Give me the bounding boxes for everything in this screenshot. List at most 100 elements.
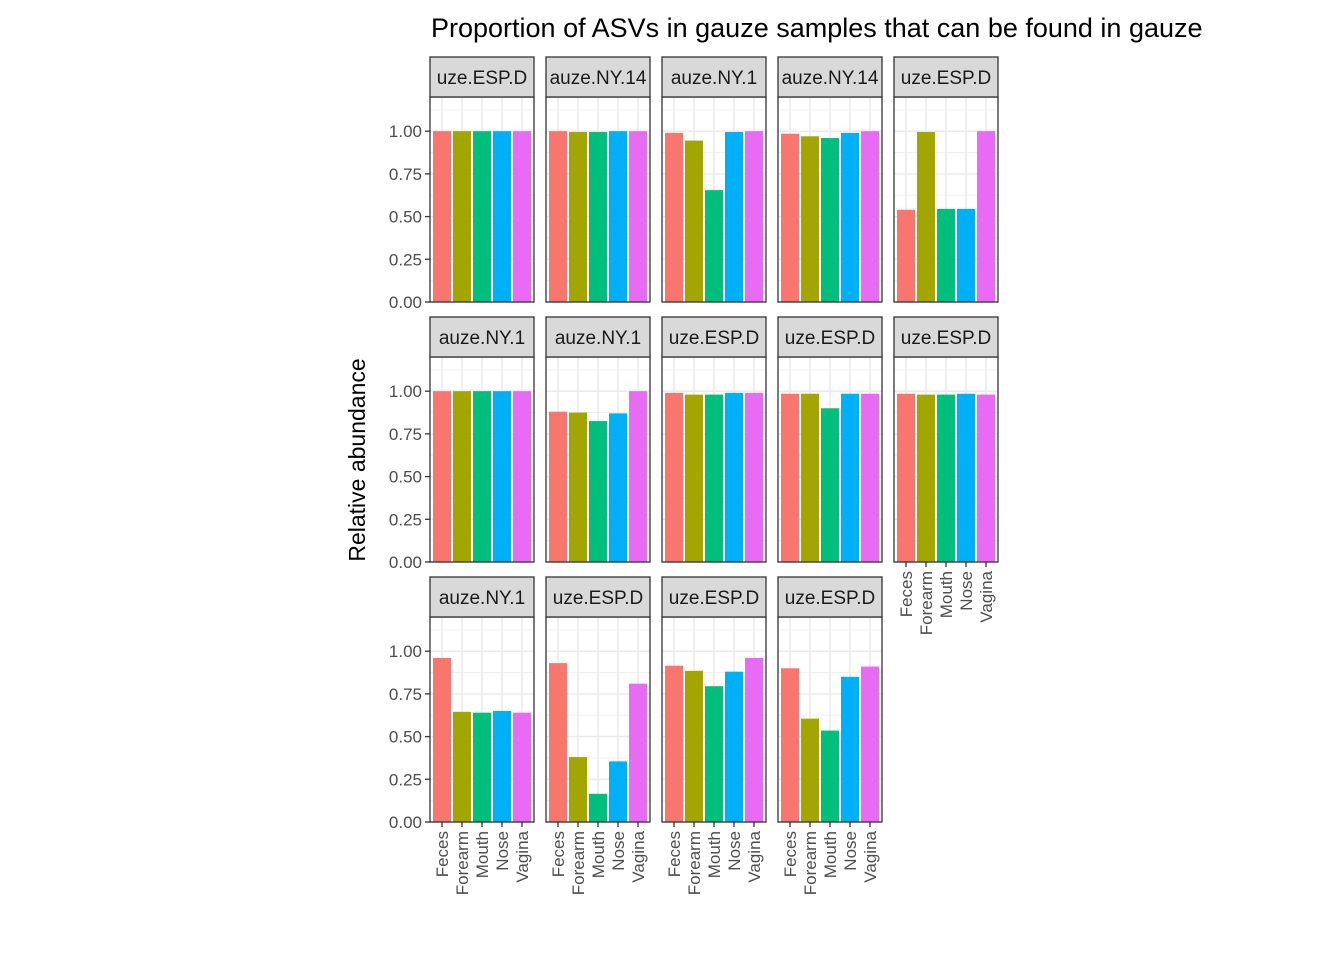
facet-strip-label: auze.NY.1 — [439, 588, 525, 609]
facet-strip-label: uze.ESP.D — [901, 68, 991, 89]
bar-nose — [493, 710, 511, 822]
y-tick-label: 0.25 — [389, 770, 422, 789]
bar-vagina — [629, 391, 647, 562]
facet-strip-label: uze.ESP.D — [901, 328, 991, 349]
bar-nose — [725, 392, 743, 562]
y-axis-label: Relative abundance — [344, 358, 370, 561]
bar-mouth — [821, 138, 839, 302]
facet-strip — [661, 576, 767, 618]
facet-strip — [429, 56, 535, 98]
bar-forearm — [917, 394, 935, 562]
x-tick-label: Nose — [841, 831, 860, 871]
facet-strip-label: auze.NY.1 — [555, 328, 641, 349]
facet-panel: auze.NY.1 — [545, 316, 651, 563]
facet-panel: uze.ESP.D Feces Forearm Mouth Nose Vagina — [777, 576, 883, 895]
facet-panels: uze.ESP.D 0.00 0.25 0.50 0.75 1.00 auze.NY.14 a… — [389, 56, 999, 895]
y-tick-label: 0.00 — [389, 553, 422, 572]
bar-vagina — [861, 131, 879, 302]
bar-forearm — [801, 718, 819, 822]
facet-strip-label: auze.NY.1 — [439, 328, 525, 349]
x-tick-label: Mouth — [705, 831, 724, 878]
bar-feces — [433, 391, 451, 562]
bar-forearm — [453, 131, 471, 302]
bar-nose — [841, 676, 859, 822]
y-tick-label: 0.75 — [389, 165, 422, 184]
bar-forearm — [569, 412, 587, 562]
y-tick-label: 1.00 — [389, 122, 422, 141]
x-tick-label: Mouth — [821, 831, 840, 878]
facet-strip — [545, 316, 651, 358]
bar-vagina — [629, 131, 647, 302]
x-tick-label: Feces — [549, 831, 568, 877]
facet-strip-label: uze.ESP.D — [553, 588, 643, 609]
facet-strip-label: auze.NY.14 — [782, 68, 879, 89]
bar-feces — [897, 393, 915, 562]
bar-mouth — [705, 190, 723, 302]
facet-panel: uze.ESP.D 0.00 0.25 0.50 0.75 1.00 — [389, 56, 535, 312]
bar-nose — [841, 393, 859, 562]
bar-vagina — [513, 131, 531, 302]
facet-strip-label: uze.ESP.D — [785, 328, 875, 349]
y-tick-label: 0.75 — [389, 685, 422, 704]
facet-panel: auze.NY.14 — [777, 56, 883, 303]
facet-strip — [661, 56, 767, 98]
x-tick-label: Forearm — [685, 831, 704, 895]
x-tick-label: Mouth — [937, 571, 956, 618]
facet-panel: uze.ESP.D Feces Forearm Mouth Nose Vagina — [545, 576, 651, 895]
bar-feces — [433, 131, 451, 302]
bar-mouth — [589, 132, 607, 302]
facet-strip-label: uze.ESP.D — [669, 588, 759, 609]
bar-feces — [781, 668, 799, 822]
bar-vagina — [977, 394, 995, 562]
x-tick-label: Mouth — [589, 831, 608, 878]
bar-forearm — [569, 132, 587, 302]
bar-nose — [609, 761, 627, 822]
x-tick-label: Mouth — [473, 831, 492, 878]
facet-strip — [429, 576, 535, 618]
bar-forearm — [801, 393, 819, 562]
bar-mouth — [821, 730, 839, 822]
facet-panel: auze.NY.1 0.00 0.25 0.50 0.75 1.00 Feces Forear… — [389, 576, 535, 895]
bar-feces — [433, 658, 451, 822]
bar-vagina — [745, 392, 763, 562]
x-tick-label: Forearm — [917, 571, 936, 635]
bar-vagina — [745, 131, 763, 302]
y-tick-label: 0.50 — [389, 468, 422, 487]
bar-forearm — [685, 670, 703, 822]
bar-feces — [665, 392, 683, 562]
y-tick-label: 1.00 — [389, 642, 422, 661]
x-tick-label: Vagina — [745, 830, 764, 882]
bar-forearm — [801, 136, 819, 302]
bar-forearm — [685, 140, 703, 302]
y-tick-label: 0.25 — [389, 250, 422, 269]
bar-mouth — [589, 421, 607, 562]
facet-panel: auze.NY.1 0.00 0.25 0.50 0.75 1.00 — [389, 316, 535, 572]
x-tick-label: Nose — [609, 831, 628, 871]
bar-feces — [781, 393, 799, 562]
bar-nose — [493, 131, 511, 302]
facet-strip-label: uze.ESP.D — [669, 328, 759, 349]
x-tick-label: Vagina — [977, 570, 996, 622]
x-tick-label: Feces — [433, 831, 452, 877]
bar-forearm — [453, 711, 471, 822]
x-tick-label: Vagina — [513, 830, 532, 882]
facet-strip — [545, 56, 651, 98]
bar-feces — [549, 663, 567, 822]
bar-mouth — [937, 208, 955, 302]
bar-feces — [781, 133, 799, 302]
bar-feces — [665, 132, 683, 302]
bar-mouth — [473, 391, 491, 562]
bar-nose — [957, 208, 975, 302]
x-tick-label: Nose — [493, 831, 512, 871]
bar-nose — [609, 413, 627, 562]
facet-panel: uze.ESP.D Feces Forearm Mouth Nose Vagina — [893, 316, 999, 635]
facet-strip-label: uze.ESP.D — [785, 588, 875, 609]
bar-vagina — [745, 658, 763, 822]
bar-nose — [725, 132, 743, 302]
x-tick-label: Nose — [725, 831, 744, 871]
bar-mouth — [589, 793, 607, 822]
bar-mouth — [473, 712, 491, 822]
bar-feces — [549, 411, 567, 562]
bar-mouth — [705, 686, 723, 822]
facet-panel: uze.ESP.D Feces Forearm Mouth Nose Vagina — [661, 576, 767, 895]
